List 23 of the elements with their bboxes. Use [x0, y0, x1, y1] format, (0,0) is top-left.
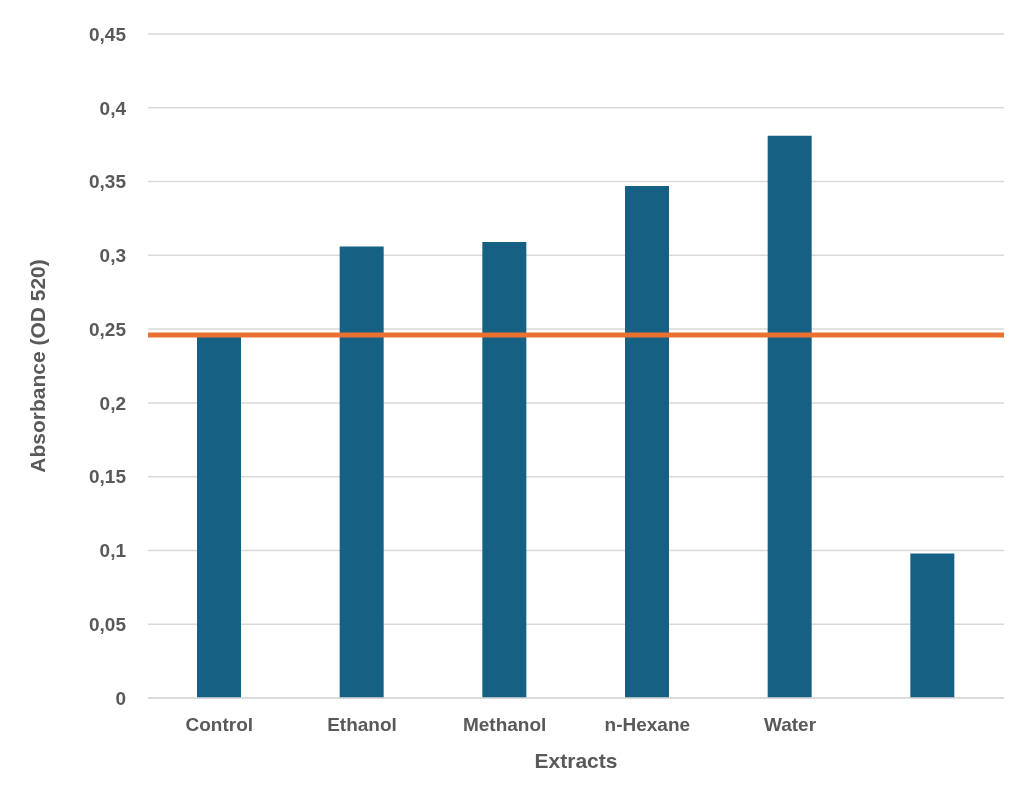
y-tick-label: 0,2 [99, 392, 126, 414]
y-tick-label: 0 [115, 687, 126, 709]
y-tick-label: 0,15 [89, 466, 127, 488]
y-tick-label: 0,3 [99, 245, 126, 267]
bar [910, 553, 955, 698]
y-tick-label: 0,25 [89, 318, 127, 340]
y-tick-label: 0,45 [89, 23, 127, 45]
y-tick-label: 0,05 [89, 613, 127, 635]
bar [197, 336, 241, 698]
bar [482, 242, 527, 698]
y-tick-label: 0,4 [99, 97, 127, 119]
x-tick-label: Water [763, 714, 817, 736]
bar [625, 185, 669, 698]
x-axis-title: Extracts [534, 749, 618, 772]
x-tick-label: Ethanol [327, 714, 397, 736]
y-axis-title: Absorbance (OD 520) [26, 259, 50, 473]
y-tick-label: 0,35 [89, 171, 127, 193]
x-tick-label: Methanol [462, 714, 547, 736]
bar [767, 135, 812, 698]
bar [339, 246, 384, 698]
x-tick-label: n-Hexane [604, 714, 691, 736]
x-tick-label: Control [185, 714, 254, 736]
y-tick-label: 0,1 [99, 540, 127, 562]
